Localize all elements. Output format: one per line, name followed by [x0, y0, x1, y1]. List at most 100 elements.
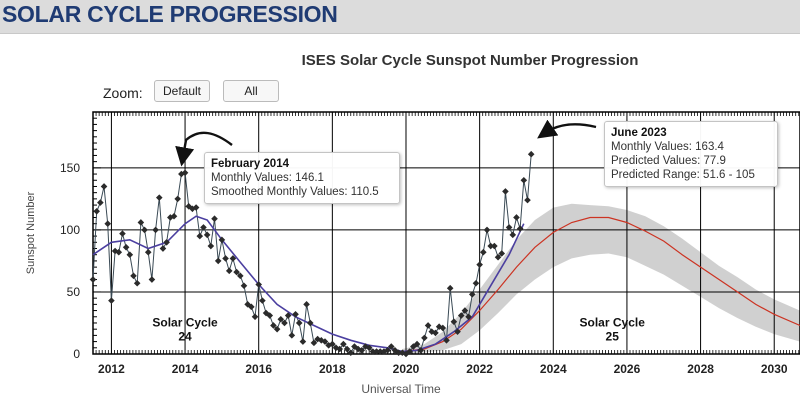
zoom-label: Zoom: [103, 85, 143, 101]
solar-cycle-number: 24 [178, 330, 192, 344]
predicted-range-area [402, 203, 800, 354]
tooltip-line: Predicted Range: 51.6 - 105 [611, 169, 755, 181]
monthly-value-point [303, 301, 310, 308]
tooltip-title: June 2023 [611, 127, 667, 139]
monthly-value-point [292, 310, 299, 318]
page-title: SOLAR CYCLE PROGRESSION [2, 1, 338, 27]
monthly-value-point [424, 322, 432, 329]
monthly-value-point [527, 150, 535, 158]
x-tick-label: 2028 [687, 362, 714, 376]
monthly-value-point [144, 248, 152, 256]
y-tick-label: 100 [60, 223, 80, 237]
monthly-value-point [170, 212, 178, 220]
tooltip-line: Predicted Values: 77.9 [611, 155, 726, 167]
monthly-value-point [163, 239, 170, 246]
monthly-value-point [155, 194, 163, 201]
monthly-value-point [402, 350, 410, 358]
monthly-value-point [439, 324, 447, 332]
y-tick-label: 50 [67, 285, 81, 299]
monthly-value-point [218, 236, 226, 244]
monthly-value-point [443, 337, 450, 344]
monthly-value-point [373, 348, 380, 355]
annotation-arrow-2014 [175, 131, 233, 167]
monthly-value-point [229, 255, 237, 262]
monthly-value-point [483, 226, 491, 234]
plot-frame [92, 111, 800, 355]
monthly-value-point [130, 272, 137, 280]
monthly-value-point [480, 248, 487, 256]
monthly-value-point [119, 230, 126, 237]
monthly-value-point [513, 214, 520, 221]
monthly-value-point [255, 281, 263, 288]
x-tick-label: 2020 [393, 362, 420, 376]
monthly-value-point [406, 348, 413, 355]
monthly-value-point [148, 276, 156, 283]
monthly-value-point [321, 338, 329, 345]
monthly-value-point [248, 303, 255, 311]
x-tick-label: 2022 [466, 362, 493, 376]
monthly-value-point [310, 339, 318, 347]
monthly-value-point [362, 343, 369, 350]
monthly-value-point [520, 176, 528, 184]
monthly-value-point [137, 219, 145, 226]
x-tick-label: 2024 [540, 362, 567, 376]
monthly-value-point [365, 344, 373, 352]
solar-cycle-number: 25 [606, 330, 620, 344]
tooltip-title: February 2014 [211, 158, 289, 170]
monthly-value-point [494, 253, 502, 261]
monthly-value-point [284, 312, 292, 319]
monthly-value-point [376, 348, 384, 355]
monthly-value-point [181, 169, 189, 177]
zoom-default-button[interactable]: Default [154, 80, 210, 102]
monthly-value-point [487, 242, 494, 250]
monthly-value-point [152, 226, 159, 234]
monthly-value-point [89, 276, 97, 283]
monthly-value-point [384, 346, 391, 354]
monthly-value-point [454, 328, 461, 335]
predicted-values-line [402, 216, 800, 353]
monthly-value-point [369, 348, 377, 355]
x-tick-label: 2026 [614, 362, 641, 376]
points-layer [89, 150, 535, 358]
monthly-value-point [251, 313, 259, 321]
monthly-value-point [435, 323, 443, 330]
monthly-value-point [391, 346, 399, 354]
monthly-value-point [104, 220, 112, 227]
monthly-value-point [380, 348, 388, 355]
monthly-value-point [306, 319, 314, 327]
x-tick-label: 2030 [761, 362, 788, 376]
monthly-value-point [465, 313, 472, 321]
monthly-value-point [332, 344, 340, 352]
monthly-value-point [266, 312, 274, 319]
monthly-value-point [428, 328, 436, 335]
monthly-value-point [108, 297, 115, 304]
monthly-value-point [472, 279, 480, 287]
labels-layer: 0 50 100 150 2012 2014 2016 2018 2020 2022 2024 202… [25, 161, 788, 396]
monthly-value-point [358, 346, 366, 354]
monthly-value-point [354, 345, 362, 353]
y-tick-label: 150 [60, 161, 80, 175]
monthly-value-point [97, 199, 104, 206]
monthly-value-point [126, 251, 134, 259]
monthly-value-point [174, 195, 181, 203]
monthly-value-point [222, 255, 229, 262]
chart-title: ISES Solar Cycle Sunspot Number Progress… [301, 52, 639, 69]
monthly-value-point [211, 215, 218, 223]
zoom-all-button[interactable]: All [223, 80, 279, 102]
monthly-value-point [524, 196, 531, 204]
monthly-value-point [351, 343, 358, 350]
monthly-value-point [476, 261, 483, 268]
monthly-value-point [413, 340, 421, 348]
monthly-value-point [192, 204, 200, 211]
monthly-value-point [329, 340, 336, 348]
monthly-value-point [100, 183, 108, 190]
monthly-value-point [270, 322, 277, 329]
x-tick-label: 2014 [172, 362, 199, 376]
monthly-value-point [325, 342, 332, 349]
monthly-value-point [295, 319, 303, 327]
monthly-value-point [502, 188, 509, 195]
monthly-value-point [498, 250, 506, 257]
monthly-value-point [141, 226, 148, 234]
monthly-value-point [185, 203, 193, 210]
monthly-value-point [233, 268, 240, 276]
